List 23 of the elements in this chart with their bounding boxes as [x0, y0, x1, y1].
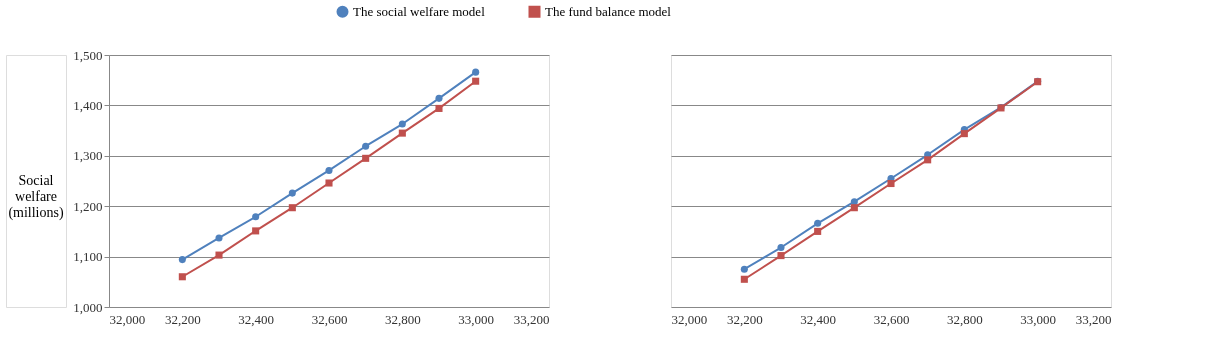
x-tick-label: 32,200 [164, 311, 201, 327]
x-tick-label: 32,000 [671, 311, 708, 327]
y-tick-label: 1,300 [73, 148, 103, 164]
x-tick-label: 32,400 [238, 311, 275, 327]
x-tick-label: 32,000 [109, 311, 146, 327]
y-axis-title: Social welfare (millions) [8, 173, 64, 221]
y-tick-label: 1,200 [73, 198, 103, 214]
x-tick-label: 32,200 [726, 311, 763, 327]
y-tick-label: 1,400 [73, 97, 103, 113]
legend-label: The fund balance model [545, 3, 672, 19]
legend-label: The social welfare model [353, 3, 486, 19]
x-tick-label: 32,600 [873, 311, 910, 327]
y-tick-label: 1,500 [73, 47, 103, 63]
x-tick-label: 32,800 [384, 311, 421, 327]
x-tick-label: 32,800 [946, 311, 983, 327]
x-tick-label: 33,000 [458, 311, 495, 327]
x-tick-label: 32,600 [311, 311, 348, 327]
x-tick-label: 33,000 [1020, 311, 1057, 327]
x-tick-label: 33,200 [513, 311, 550, 327]
y-tick-label: 1,000 [73, 299, 103, 315]
x-tick-label: 32,400 [800, 311, 837, 327]
x-tick-label: 33,200 [1075, 311, 1112, 327]
y-tick-label: 1,100 [73, 249, 103, 265]
